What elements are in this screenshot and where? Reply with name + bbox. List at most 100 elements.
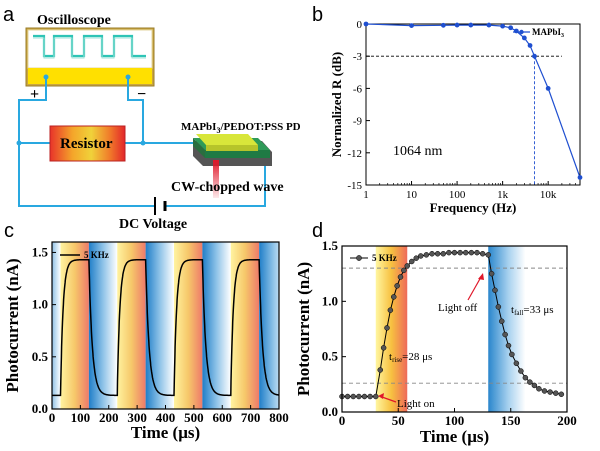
battery-icon xyxy=(154,197,167,215)
x-tick-label-d: 150 xyxy=(501,413,521,428)
data-point-5khz xyxy=(474,249,480,256)
data-point-5khz xyxy=(518,368,524,374)
light-on-label: Light on xyxy=(397,398,435,410)
data-point-5khz xyxy=(499,318,505,325)
oscilloscope-icon xyxy=(25,27,155,87)
data-point-mapbi3 xyxy=(513,28,519,34)
panel-label-a: a xyxy=(3,4,15,26)
data-point-5khz xyxy=(397,274,404,280)
x-tick-label-c: 400 xyxy=(156,410,176,425)
legend-entry-mapbi3: MAPbI3 xyxy=(532,27,564,39)
x-tick-label-c: 100 xyxy=(71,410,91,425)
x-tick-label-c: 300 xyxy=(127,410,147,425)
y-tick-label-b: -15 xyxy=(347,180,362,192)
x-axis-label-c: Time (μs) xyxy=(131,423,200,442)
data-point-mapbi3 xyxy=(508,25,514,31)
light-on-band xyxy=(117,242,146,409)
data-point-5khz xyxy=(413,255,419,261)
y-axis-label-b: Normalized R (dB) xyxy=(329,52,344,157)
fall-band xyxy=(488,246,526,412)
data-point-5khz xyxy=(457,249,463,256)
y-tick-label-d: 0.0 xyxy=(322,404,338,419)
data-point-mapbi3 xyxy=(527,43,533,48)
x-tick-label-c: 700 xyxy=(241,410,261,425)
legend-entry-5khz: 5 KHz xyxy=(84,250,109,260)
x-tick-label-b: 10k xyxy=(540,189,557,201)
x-tick-label-c: 0 xyxy=(49,410,56,425)
y-tick-label-b: -12 xyxy=(347,148,362,160)
photocurrent-time-chart: c 0 100 200 300 400 500 600 700 800 0.0 0.5 1.0 1.5 T… xyxy=(3,220,289,442)
laser-beam-icon xyxy=(213,160,219,198)
light-off-arrow xyxy=(467,276,482,301)
x-tick-label-d: 50 xyxy=(392,413,405,428)
light-on-band xyxy=(60,242,89,409)
data-point-5khz xyxy=(404,263,410,269)
data-point-5khz xyxy=(423,252,430,258)
light-on-arrow xyxy=(381,396,397,403)
data-point-5khz xyxy=(418,253,424,259)
y-tick-label-b: 0 xyxy=(357,19,363,31)
x-tick-label-d: 0 xyxy=(339,413,346,428)
data-point-5khz xyxy=(361,393,368,400)
data-point-5khz xyxy=(509,351,515,358)
resistor-label: Resistor xyxy=(60,136,113,152)
data-point-mapbi3 xyxy=(363,21,369,27)
chart-b-annotation: 1064 nm xyxy=(393,144,443,159)
data-point-5khz xyxy=(541,388,548,394)
data-point-mapbi3 xyxy=(577,175,583,180)
y-tick-label-d: 0.5 xyxy=(322,349,339,364)
data-point-5khz xyxy=(380,345,387,351)
x-tick-label-b: 1 xyxy=(363,189,369,201)
chart-b-frame xyxy=(365,23,581,186)
x-tick-label-b: 100 xyxy=(449,189,466,201)
data-point-5khz xyxy=(531,382,538,389)
panel-label-c: c xyxy=(4,220,14,242)
negative-terminal: − xyxy=(137,86,146,103)
data-point-mapbi3 xyxy=(468,22,474,28)
data-point-mapbi3 xyxy=(486,22,492,28)
light-off-band xyxy=(259,242,279,409)
light-on-band xyxy=(174,242,203,409)
light-off-band xyxy=(202,242,231,409)
light-on-band xyxy=(230,242,260,409)
y-tick-label-c: 1.5 xyxy=(32,244,49,259)
frequency-response-chart: b 1 10 100 1k 10k 0 -3 -6 -9 -12 -15 Frequency (Hz)… xyxy=(312,4,583,215)
data-point-5khz xyxy=(440,250,446,257)
x-tick-label-c: 800 xyxy=(269,410,289,425)
data-point-5khz xyxy=(373,393,379,400)
x-tick-label-b: 10 xyxy=(406,189,418,201)
data-point-mapbi3 xyxy=(532,53,537,59)
laser-label: CW-chopped wave xyxy=(171,180,284,195)
data-point-5khz xyxy=(350,393,356,400)
series-line-5khz xyxy=(52,258,279,397)
data-point-5khz xyxy=(377,367,383,373)
data-point-5khz xyxy=(468,249,475,256)
y-tick-label-c: 0.0 xyxy=(32,401,48,416)
data-point-5khz xyxy=(356,393,362,400)
data-point-mapbi3 xyxy=(545,86,551,91)
data-point-5khz xyxy=(451,249,458,256)
chart-d-legend: 5 KHz xyxy=(350,253,397,263)
panel-label-b: b xyxy=(312,4,323,26)
x-axis-label-d: Time (μs) xyxy=(420,427,489,446)
data-point-5khz xyxy=(505,342,512,349)
y-axis-label-d: Photocurrent (nA) xyxy=(294,262,313,396)
x-tick-label-c: 500 xyxy=(184,410,204,425)
light-off-band xyxy=(145,242,175,409)
panel-label-d: d xyxy=(312,220,323,242)
data-point-5khz xyxy=(522,374,529,381)
data-point-5khz xyxy=(485,252,491,258)
chart-c-legend: 5 KHz xyxy=(60,250,109,260)
data-point-5khz xyxy=(488,270,495,277)
data-point-5khz xyxy=(429,250,435,257)
data-point-5khz xyxy=(492,287,498,294)
data-point-5khz xyxy=(527,379,533,385)
chart-b-legend: MAPbI3 xyxy=(513,27,564,39)
y-tick-label-b: -3 xyxy=(353,51,363,63)
data-point-5khz xyxy=(391,294,397,300)
data-point-5khz xyxy=(446,249,452,256)
data-point-mapbi3 xyxy=(409,23,414,29)
light-off-band xyxy=(52,242,61,409)
positive-terminal: + xyxy=(30,86,39,103)
t-fall-label: tfall=33 μs xyxy=(511,304,554,317)
